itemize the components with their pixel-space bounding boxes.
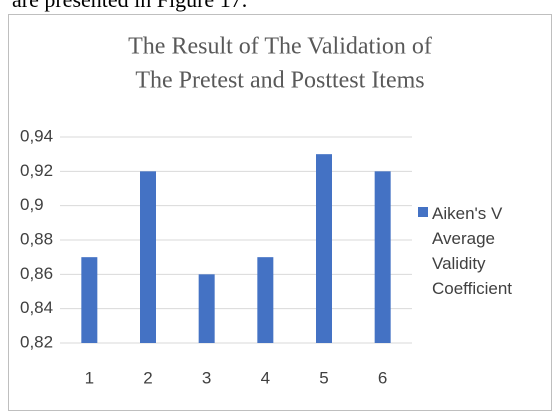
chart-title: The Result of The Validation of: [128, 34, 432, 60]
y-tick-label: 0,86: [20, 264, 53, 283]
bar: [257, 257, 274, 343]
chart-title: The Pretest and Posttest Items: [135, 68, 424, 94]
legend-swatch: [418, 207, 428, 217]
bar: [198, 274, 215, 343]
chart-border: [8, 14, 552, 411]
bar: [140, 171, 156, 343]
x-tick-label: 2: [143, 368, 152, 387]
y-tick-label: 0,92: [20, 161, 53, 180]
y-tick-label: 0,84: [20, 298, 53, 317]
y-tick-label: 0,82: [20, 332, 53, 351]
x-tick-label: 1: [85, 368, 94, 387]
y-tick-label: 0,9: [20, 195, 44, 214]
bar: [374, 171, 391, 343]
x-tick-label: 6: [378, 368, 387, 387]
bar: [316, 154, 332, 343]
x-tick-label: 3: [202, 368, 211, 387]
x-tick-label: 4: [261, 368, 270, 387]
legend-label: Aiken's V Average Validity Coefficient: [432, 204, 513, 298]
text-above: are presented in Figure 17.: [12, 0, 247, 12]
bar: [81, 257, 98, 343]
x-tick-label: 5: [319, 368, 328, 387]
y-tick-label: 0,94: [20, 126, 53, 145]
y-tick-label: 0,88: [20, 229, 53, 248]
